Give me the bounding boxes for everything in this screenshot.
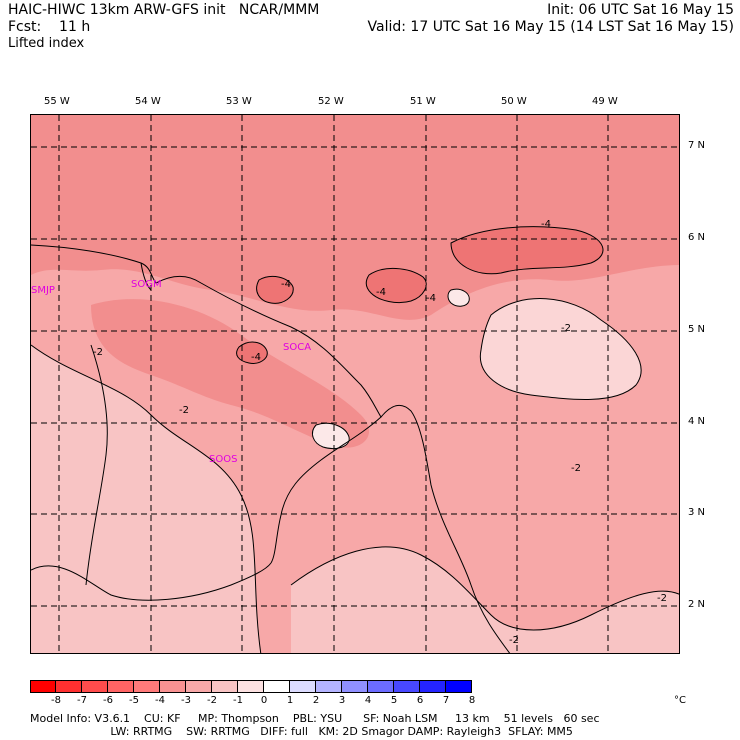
colorbar-tick-label: 6 [416,695,424,706]
contour-lines [31,226,679,653]
colorbar-swatch [316,680,342,693]
colorbar-swatch [446,680,472,693]
colorbar-tick-label: -8 [51,695,61,706]
contour-label: -4 [541,219,551,230]
field-region-1to0 [312,423,350,449]
field-region-2to1 [291,547,679,653]
contour-label: -4 [281,279,291,290]
colorbar [30,680,472,693]
colorbar-swatch [420,680,446,693]
colorbar-swatch [30,680,56,693]
lat-label: 2 N [688,599,706,610]
contour-label: -2 [657,593,667,604]
lon-label: 52 W [318,96,344,107]
init-time: Init: 06 UTC Sat 16 May 15 [547,2,734,18]
colorbar-swatch [238,680,264,693]
field-region-1to0 [448,289,470,307]
lon-label: 51 W [410,96,436,107]
colorbar-swatch [290,680,316,693]
colorbar-tick-label: 1 [286,695,294,706]
lifted-index-map: -4 -4 -4 -4 -4 -2 -2 -2 -2 -2 -2 SMJP SO… [30,114,680,654]
field-region-5to4 [236,342,268,364]
colorbar-tick-label: 4 [364,695,372,706]
field-region-4to3 [91,299,370,448]
model-info-line1: Model Info: V3.6.1 CU: KF MP: Thompson P… [30,712,600,725]
colorbar-tick-label: -6 [103,695,113,706]
colorbar-swatch [134,680,160,693]
lon-label: 53 W [226,96,252,107]
field-name: Lifted index [8,36,85,51]
valid-time: Valid: 17 UTC Sat 16 May 15 (14 LST Sat … [367,19,734,35]
colorbar-tick-label: -7 [77,695,87,706]
field-region-5to4 [256,276,294,304]
colorbar-swatch [160,680,186,693]
colorbar-swatch [82,680,108,693]
station-label: SOGM [131,279,162,290]
colorbar-swatch [108,680,134,693]
colorbar-swatch [212,680,238,693]
colorbar-swatch [186,680,212,693]
contour-label: -2 [509,635,519,646]
colorbar-tick-label: -1 [233,695,243,706]
colorbar-tick-label: 7 [442,695,450,706]
station-label: SMJP [31,285,55,296]
colorbar-swatch [342,680,368,693]
colorbar-tick-label: -2 [207,695,217,706]
contour-label: -2 [561,323,571,334]
lat-label: 3 N [688,507,706,518]
colorbar-tick-label: -4 [155,695,165,706]
contour-label: -2 [179,405,189,416]
contour-label: -4 [251,352,261,363]
coastline-borders [31,244,511,653]
field-region-1to0 [480,298,642,400]
map-canvas: -4 -4 -4 -4 -4 -2 -2 -2 -2 -2 -2 SMJP SO… [31,115,679,653]
colorbar-swatch [56,680,82,693]
colorbar-tick-label: 0 [260,695,268,706]
lon-label: 49 W [592,96,618,107]
contour-label: -4 [376,287,386,298]
colorbar-swatch [394,680,420,693]
forecast-hour: Fcst: 11 h [8,19,91,35]
field-region-5to4 [451,226,603,274]
lat-label: 4 N [688,416,706,427]
model-info-line2: LW: RRTMG SW: RRTMG DIFF: full KM: 2D Sm… [30,725,573,738]
station-label: SOCA [283,342,311,353]
lat-label: 7 N [688,140,706,151]
model-title: HAIC-HIWC 13km ARW-GFS init NCAR/MMM [8,2,320,18]
field-region-2to1 [31,345,261,653]
colorbar-tick-label: 5 [390,695,398,706]
colorbar-tick-label: -5 [129,695,139,706]
colorbar-unit: °C [674,695,686,706]
lat-label: 6 N [688,232,706,243]
colorbar-tick-label: 8 [468,695,476,706]
colorbar-tick-label: -3 [181,695,191,706]
colorbar-tick-label: 3 [338,695,346,706]
lat-label: 5 N [688,324,706,335]
colorbar-swatch [264,680,290,693]
colorbar-swatch [368,680,394,693]
lon-label: 50 W [501,96,527,107]
contour-label: -2 [93,347,103,358]
field-region-5to4 [366,268,427,303]
lon-label: 55 W [44,96,70,107]
lon-label: 54 W [135,96,161,107]
contour-label: -2 [571,463,581,474]
colorbar-tick-label: 2 [312,695,320,706]
station-label: SOOS [209,454,237,465]
graticule [31,115,679,653]
contour-label: -4 [426,293,436,304]
